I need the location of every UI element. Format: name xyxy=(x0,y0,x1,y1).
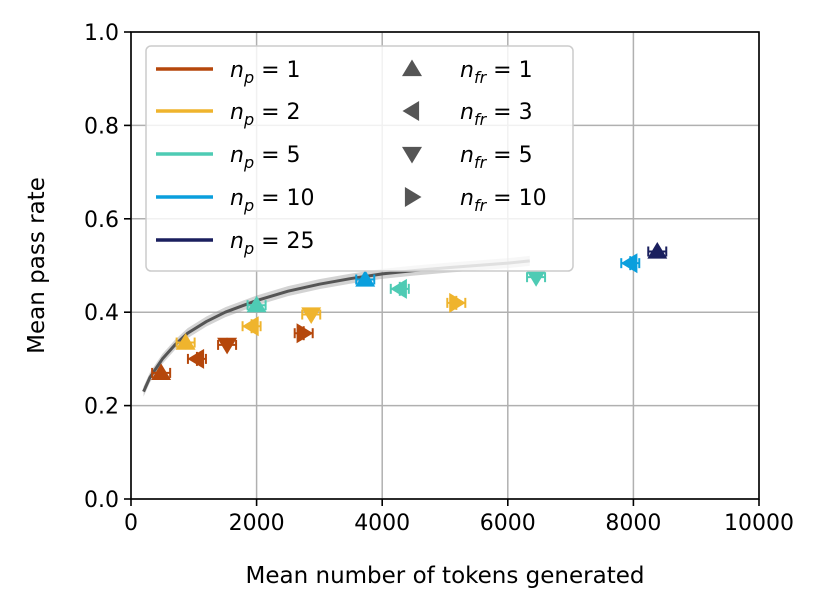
point-np2-nfr3 xyxy=(241,316,262,337)
point-marker xyxy=(355,270,376,287)
point-marker xyxy=(390,278,407,299)
legend-marker-triangle-up: nfr = 1 xyxy=(402,58,533,87)
y-axis-label: Mean pass rate xyxy=(24,177,50,354)
legend-color-np10: np = 10 xyxy=(156,186,315,215)
point-marker xyxy=(647,242,668,259)
legend-marker-swatch xyxy=(402,101,420,121)
point-np2-nfr1 xyxy=(175,333,196,350)
legend-marker-label: nfr = 5 xyxy=(460,143,533,172)
legend: np = 1 np = 2 np = 5 np = 10 np = 25 nfr = 1 n… xyxy=(145,45,574,272)
point-np5-nfr5 xyxy=(526,270,547,287)
legend-marker-swatch xyxy=(402,146,422,164)
point-np1-nfr3 xyxy=(186,348,207,369)
point-marker xyxy=(187,348,205,369)
x-tick-label-0: 0 xyxy=(124,511,138,536)
legend-color-np5: np = 5 xyxy=(156,143,301,172)
x-tick-label-1: 2000 xyxy=(229,511,285,536)
y-tick-label-3: 0.6 xyxy=(84,208,119,233)
legend-color-label: np = 10 xyxy=(230,186,315,215)
plot-frame xyxy=(130,31,760,500)
data-points xyxy=(151,242,668,380)
legend-color-label: np = 5 xyxy=(230,143,301,172)
point-marker xyxy=(217,337,238,355)
point-np5-nfr3 xyxy=(389,278,410,299)
curve-confidence-band xyxy=(143,255,530,397)
legend-marker-label: nfr = 10 xyxy=(460,186,547,215)
legend-marker-triangle-down: nfr = 5 xyxy=(402,143,533,172)
legend-marker-swatch xyxy=(402,59,422,77)
point-np5-nfr1 xyxy=(246,295,267,313)
legend-marker-label: nfr = 1 xyxy=(460,58,533,87)
x-tick-label-4: 8000 xyxy=(605,511,661,536)
legend-marker-label: nfr = 3 xyxy=(460,100,533,129)
point-marker xyxy=(449,292,466,313)
point-marker xyxy=(526,270,547,287)
legend-color-label: np = 1 xyxy=(230,58,301,87)
x-tick-label-3: 6000 xyxy=(480,511,536,536)
point-marker xyxy=(246,295,267,313)
point-np2-nfr5 xyxy=(301,307,322,324)
legend-color-label: np = 2 xyxy=(230,100,301,129)
point-marker xyxy=(242,316,259,337)
point-marker xyxy=(296,323,314,344)
x-tick-label-5: 10000 xyxy=(724,511,794,536)
y-tick-label-1: 0.2 xyxy=(84,395,119,420)
legend-marker-triangle-right: nfr = 10 xyxy=(404,186,547,215)
point-np10-nfr1 xyxy=(355,270,376,287)
point-np1-nfr10 xyxy=(293,323,314,344)
point-np1-nfr5 xyxy=(217,337,238,355)
point-marker xyxy=(151,363,172,380)
point-np2-nfr10 xyxy=(446,292,467,313)
legend-color-np25: np = 25 xyxy=(156,229,315,258)
x-axis-label: Mean number of tokens generated xyxy=(246,563,645,589)
point-marker xyxy=(301,307,322,324)
x-tick-label-2: 4000 xyxy=(354,511,410,536)
point-np25-nfr1 xyxy=(647,242,668,259)
point-np10-nfr3 xyxy=(620,253,641,274)
legend-color-label: np = 25 xyxy=(230,229,315,258)
y-tick-label-2: 0.4 xyxy=(84,301,119,326)
axes: 0 2000 4000 6000 8000 10000 0.0 0.2 0.4 0.6 0.8 1.0… xyxy=(24,21,794,589)
legend-box xyxy=(145,45,574,272)
legend-color-np2: np = 2 xyxy=(156,100,301,129)
y-tick-label-4: 0.8 xyxy=(84,114,119,139)
legend-marker-swatch xyxy=(404,187,422,207)
y-tick-label-5: 1.0 xyxy=(84,21,119,46)
point-np1-nfr1 xyxy=(151,363,172,380)
y-tick-label-0: 0.0 xyxy=(84,488,119,513)
legend-marker-triangle-left: nfr = 3 xyxy=(402,100,533,129)
point-marker xyxy=(175,333,196,350)
legend-color-np1: np = 1 xyxy=(156,58,301,87)
point-marker xyxy=(620,253,638,274)
